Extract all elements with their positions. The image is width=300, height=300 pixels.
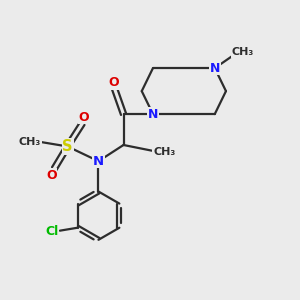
Text: CH₃: CH₃ (19, 137, 41, 147)
Text: CH₃: CH₃ (153, 147, 175, 158)
Text: CH₃: CH₃ (232, 47, 254, 57)
Text: N: N (93, 155, 104, 168)
Text: N: N (148, 108, 158, 121)
Text: O: O (108, 76, 119, 89)
Text: S: S (62, 139, 73, 154)
Text: O: O (46, 169, 57, 182)
Text: O: O (78, 110, 89, 124)
Text: Cl: Cl (45, 225, 58, 238)
Text: N: N (210, 61, 220, 75)
